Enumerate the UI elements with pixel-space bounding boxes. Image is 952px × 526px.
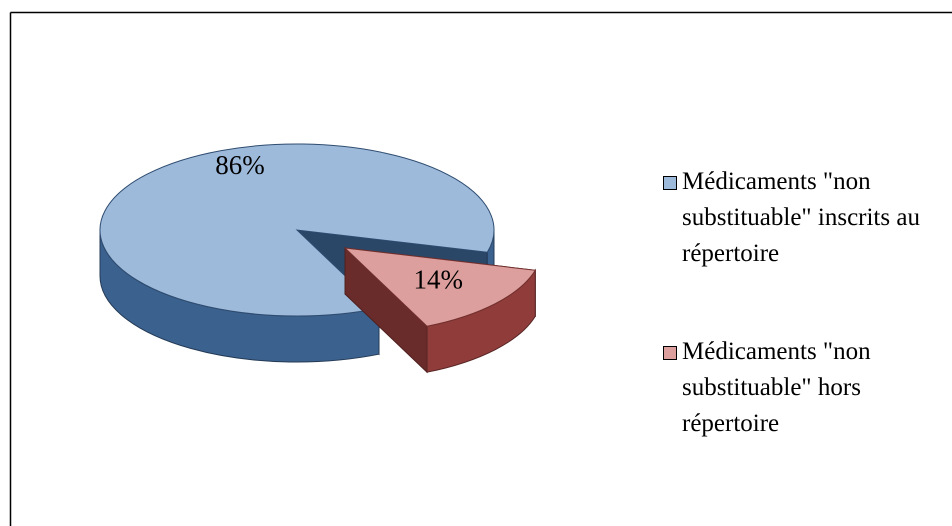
data-label: 86% (215, 150, 265, 180)
legend-label: Médicaments "non substituable" hors répe… (682, 338, 871, 437)
slice (99, 143, 495, 317)
legend-label: Médicaments "non substituable" inscrits … (682, 168, 920, 267)
data-label: 14% (414, 265, 464, 295)
legend-swatch (663, 346, 677, 360)
legend-swatch (663, 176, 677, 190)
slice (343, 247, 537, 327)
